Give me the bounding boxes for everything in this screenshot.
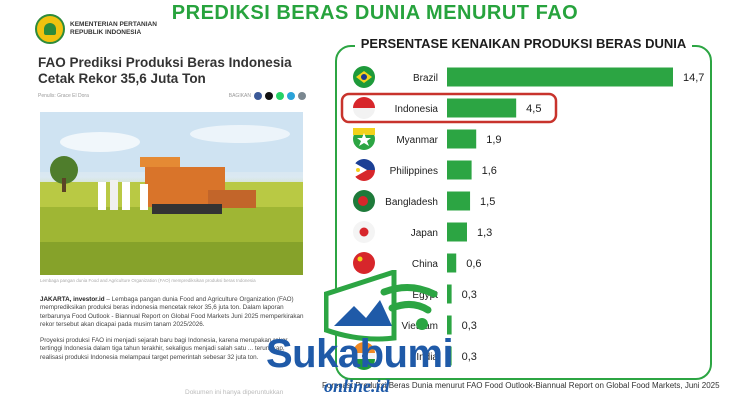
article-title: FAO Prediksi Produksi Beras Indonesia Ce… bbox=[38, 55, 292, 86]
value-label-vietnam: 0,3 bbox=[462, 320, 477, 332]
watermark-emblem-icon bbox=[324, 270, 438, 342]
value-label-bangladesh: 1,5 bbox=[480, 196, 495, 208]
category-label-india: India bbox=[416, 352, 438, 363]
category-label-myanmar: Myanmar bbox=[396, 135, 438, 146]
photo-caption: Lembaga pangan dunia Food and Agricultur… bbox=[40, 278, 256, 283]
bar-japan bbox=[447, 222, 467, 242]
bar-indonesia bbox=[447, 98, 517, 118]
flag-brazil-icon bbox=[353, 66, 375, 88]
article-photo bbox=[40, 112, 303, 275]
watermark-brand: Sukabumi bbox=[266, 332, 454, 376]
watermark-subtitle: online.id bbox=[324, 376, 390, 396]
category-label-china: China bbox=[412, 259, 439, 270]
flag-myanmar-icon bbox=[353, 128, 375, 150]
ministry-name: KEMENTERIAN PERTANIAN REPUBLIK INDONESIA bbox=[70, 21, 157, 37]
flag-china-icon bbox=[353, 252, 375, 274]
facebook-icon[interactable] bbox=[254, 92, 262, 100]
value-label-china: 0,6 bbox=[466, 258, 481, 270]
flag-bangladesh-icon bbox=[353, 190, 375, 212]
category-label-japan: Japan bbox=[411, 228, 438, 239]
sukabumi-watermark: Sukabumi online.id bbox=[262, 270, 494, 400]
bar-egypt bbox=[447, 284, 452, 304]
article-author: Penulis: Grace El Dora bbox=[38, 93, 89, 99]
value-label-philippines: 1,6 bbox=[482, 165, 497, 177]
chart-title-text: PERSENTASE KENAIKAN PRODUKSI BERAS DUNIA bbox=[354, 36, 693, 51]
value-label-india: 0,3 bbox=[462, 351, 477, 363]
document-notice: Dokumen ini hanya diperuntukkan bbox=[185, 389, 284, 396]
article-meta: Penulis: Grace El Dora BAGIKAN bbox=[38, 92, 306, 100]
category-label-egypt: Egypt bbox=[412, 290, 438, 301]
ministry-logo: KEMENTERIAN PERTANIAN REPUBLIK INDONESIA bbox=[35, 14, 157, 44]
headline: PREDIKSI BERAS DUNIA MENURUT FAO bbox=[171, 2, 579, 24]
value-label-brazil: 14,7 bbox=[683, 72, 704, 84]
chart-title: PERSENTASE KENAIKAN PRODUKSI BERAS DUNIA bbox=[335, 36, 712, 51]
x-icon[interactable] bbox=[265, 92, 273, 100]
flag-india-icon bbox=[353, 342, 375, 370]
value-label-indonesia: 4,5 bbox=[526, 103, 541, 115]
ministry-name-line1: KEMENTERIAN PERTANIAN bbox=[70, 21, 157, 28]
ministry-seal-icon bbox=[35, 14, 65, 44]
link-icon[interactable] bbox=[298, 92, 306, 100]
ministry-name-line2: REPUBLIK INDONESIA bbox=[70, 29, 142, 36]
bar-india bbox=[447, 346, 452, 366]
flag-philippines-icon bbox=[353, 159, 375, 181]
article-header: FAO Prediksi Produksi Beras Indonesia Ce… bbox=[38, 55, 306, 100]
category-label-indonesia: Indonesia bbox=[395, 104, 439, 115]
flag-japan-icon bbox=[353, 221, 375, 243]
article-dateline: JAKARTA, investor.id bbox=[40, 296, 105, 303]
value-label-egypt: 0,3 bbox=[462, 289, 477, 301]
article-paragraph-1: JAKARTA, investor.id – Lembaga pangan du… bbox=[40, 296, 305, 330]
share-label: BAGIKAN bbox=[228, 93, 251, 99]
highlight-box-indonesia bbox=[340, 92, 558, 124]
bar-china bbox=[447, 253, 457, 273]
bar-brazil bbox=[447, 67, 673, 87]
bar-vietnam bbox=[447, 315, 452, 335]
category-label-philippines: Philippines bbox=[390, 166, 438, 177]
chart-source: Forecast Produksi Beras Dunia menurut FA… bbox=[322, 381, 720, 390]
article-paragraph-1-text: – Lembaga pangan dunia Food and Agricult… bbox=[40, 296, 304, 329]
telegram-icon[interactable] bbox=[287, 92, 295, 100]
bar-myanmar bbox=[447, 129, 477, 149]
bar-bangladesh bbox=[447, 191, 471, 211]
value-label-myanmar: 1,9 bbox=[486, 134, 501, 146]
flag-indonesia-icon bbox=[353, 97, 375, 119]
category-label-bangladesh: Bangladesh bbox=[385, 197, 438, 208]
share-bar: BAGIKAN bbox=[229, 92, 306, 100]
category-label-brazil: Brazil bbox=[413, 73, 438, 84]
value-label-japan: 1,3 bbox=[477, 227, 492, 239]
bar-philippines bbox=[447, 160, 472, 180]
article-paragraph-2: Proyeksi produksi FAO ini menjadi sejara… bbox=[40, 337, 288, 361]
whatsapp-icon[interactable] bbox=[276, 92, 284, 100]
